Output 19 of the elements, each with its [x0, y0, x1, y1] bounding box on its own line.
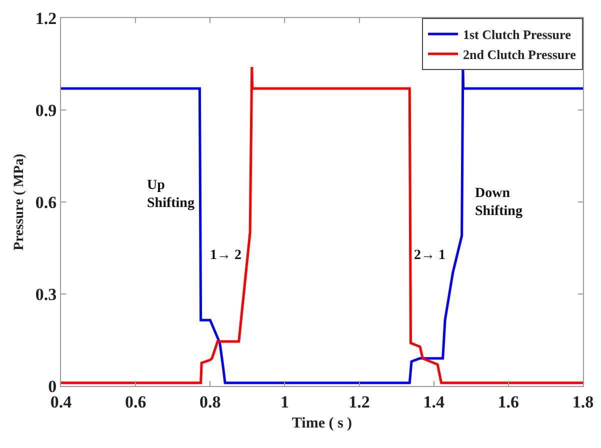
legend-label: 1st Clutch Pressure — [463, 27, 572, 42]
x-tick-label: 1.4 — [423, 392, 445, 412]
x-tick-label: 0.6 — [124, 392, 146, 412]
y-tick-label: 0.9 — [35, 100, 57, 120]
x-tick-label: 1.8 — [572, 392, 594, 412]
annotation: 2→ 1 — [414, 248, 446, 263]
y-axis-title: Pressure ( MPa) — [12, 153, 27, 250]
x-tick-label: 0.8 — [200, 392, 221, 412]
x-tick-label: 1 — [280, 392, 289, 412]
y-tick-label: 1.2 — [35, 8, 57, 28]
x-axis-title: Time ( s ) — [292, 415, 352, 432]
y-tick-label: 0.3 — [35, 284, 57, 304]
y-tick-label: 0.6 — [35, 192, 57, 212]
annotation: Down Shifting — [475, 186, 522, 220]
annotation: 1→ 2 — [210, 248, 242, 263]
x-tick-label: 1.6 — [498, 392, 520, 412]
x-tick-label: 1.2 — [348, 392, 370, 412]
legend-label: 2nd Clutch Pressure — [463, 46, 576, 62]
annotation: Up Shifting — [147, 178, 194, 212]
